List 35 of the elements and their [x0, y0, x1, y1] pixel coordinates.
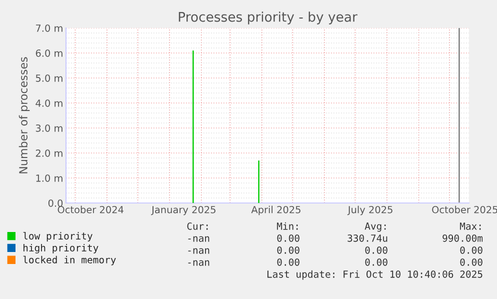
- text: Max:: [460, 222, 481, 230]
- y-tick-label: 7.0 m: [36, 24, 62, 32]
- text: 0.00: [365, 258, 388, 266]
- text: 0.00: [277, 234, 300, 242]
- text: 990.00m: [442, 234, 483, 242]
- x-tick-label: October 2025: [432, 206, 497, 214]
- y-axis-title: Number of processes: [18, 57, 30, 174]
- text: 0.00: [460, 258, 482, 266]
- text: Min:: [276, 222, 298, 230]
- legend-label: locked in memory: [23, 256, 116, 266]
- y-tick-label: 4.0 m: [36, 99, 62, 107]
- y-tick-label: 6.0 m: [36, 49, 62, 57]
- y-tick-label: 2.0 m: [36, 149, 62, 157]
- x-tick-label: January 2025: [151, 206, 216, 216]
- text: 0.00: [365, 246, 388, 254]
- legend-label: high priority: [24, 244, 98, 254]
- text: -nan: [188, 236, 210, 242]
- x-tick-label: July 2025: [347, 206, 392, 216]
- x-tick-label: October 2024: [58, 206, 124, 214]
- legend-label: low priority: [23, 232, 92, 242]
- text: Cur:: [187, 222, 208, 230]
- text: -nan: [188, 260, 210, 266]
- chart-title: Processes priority - by year: [178, 12, 358, 24]
- text: 0.00: [277, 246, 300, 254]
- y-tick-label: 1.0 m: [36, 174, 62, 182]
- text: 0.00: [460, 246, 482, 254]
- text: 0.00: [277, 258, 300, 266]
- y-tick-label: 5.0 m: [36, 74, 62, 82]
- y-tick-label: 0.0: [48, 199, 63, 207]
- text: 330.74u: [348, 234, 388, 242]
- text: Last update: Fri Oct 10 10:40:06 2025: [267, 270, 482, 280]
- y-tick-label: 3.0 m: [36, 124, 62, 132]
- x-tick-label: April 2025: [251, 206, 300, 216]
- text: -nan: [188, 248, 210, 254]
- text: Avg:: [364, 222, 386, 232]
